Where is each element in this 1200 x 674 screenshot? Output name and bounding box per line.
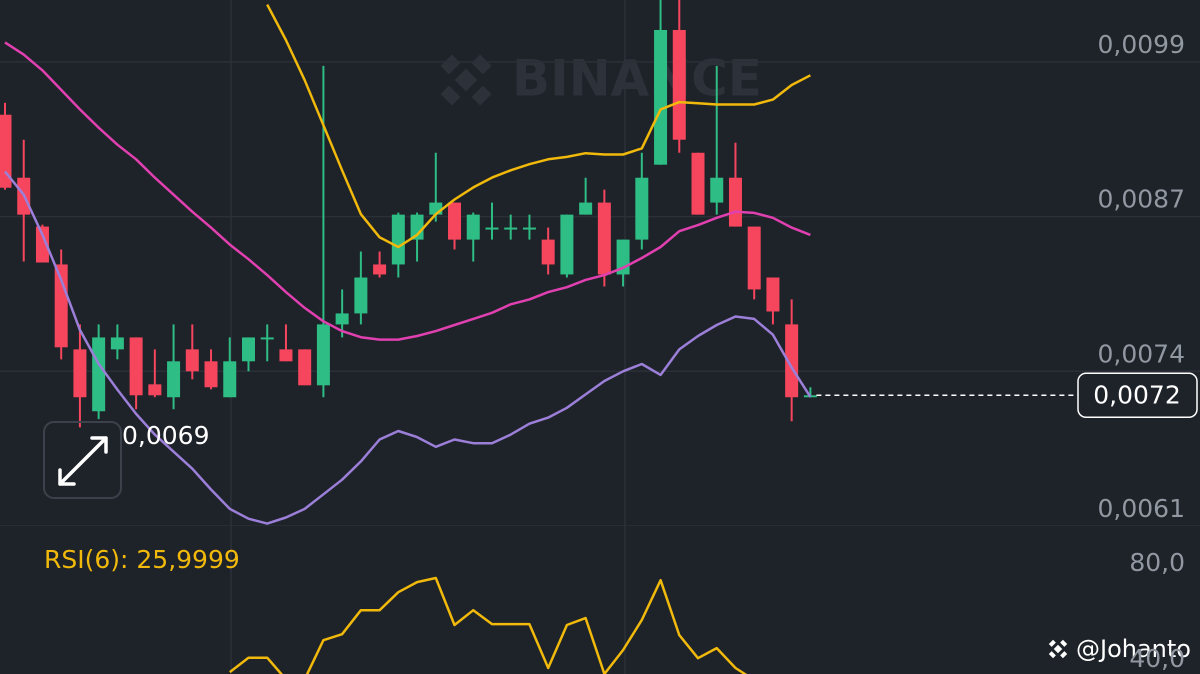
candle-body xyxy=(579,202,593,215)
candle-body xyxy=(167,361,181,398)
candle-body xyxy=(92,337,106,412)
candle-body xyxy=(466,214,480,240)
indicator-line xyxy=(229,576,748,674)
candle-body xyxy=(241,337,255,362)
candle-body xyxy=(260,337,274,340)
y-tick-label: 0,0087 xyxy=(1098,185,1185,214)
candle-body xyxy=(522,227,536,230)
price-pane xyxy=(0,0,1200,526)
candle-body xyxy=(785,324,799,398)
candle-body xyxy=(710,177,724,203)
candle-body xyxy=(560,214,574,275)
rsi-title: RSI(6): 25,9999 xyxy=(44,545,240,574)
candle-body xyxy=(204,361,218,388)
candle-body xyxy=(279,349,293,362)
credit-text: @Johanto xyxy=(1076,635,1191,663)
candle-body xyxy=(0,114,12,188)
candle-body xyxy=(448,202,462,240)
candle-body xyxy=(504,227,518,230)
y-tick-label: 0,0061 xyxy=(1098,494,1185,523)
y-tick-label: 40,0 xyxy=(1129,644,1185,673)
candle-body xyxy=(73,349,87,398)
candle-body xyxy=(485,227,499,230)
candle-body xyxy=(410,214,424,240)
watermark: BINANCE xyxy=(440,50,762,108)
y-tick-label: 0,0099 xyxy=(1098,30,1185,59)
candle-body xyxy=(298,349,312,386)
zoom-icon[interactable] xyxy=(58,436,108,486)
candle-body xyxy=(728,177,742,227)
candle-body xyxy=(672,29,686,140)
watermark-text: BINANCE xyxy=(512,50,762,108)
candle-body xyxy=(654,29,668,165)
candle-body xyxy=(110,337,124,350)
candle-body xyxy=(129,337,143,396)
candle-body xyxy=(691,152,705,215)
candle-body xyxy=(635,177,649,240)
indicator-line xyxy=(4,41,811,341)
candle-body xyxy=(597,202,611,275)
last-price-label: 0,0072 xyxy=(1093,380,1180,409)
candle-body xyxy=(766,277,780,312)
candle-body xyxy=(35,226,49,263)
zoom-button-frame[interactable] xyxy=(43,421,122,499)
zoom-button[interactable] xyxy=(43,421,122,499)
rsi-pane xyxy=(229,576,748,674)
indicator-line xyxy=(4,170,812,525)
price-axis: 0,0099 0,0087 0,0074 0,0061 xyxy=(1098,30,1185,523)
candle-body xyxy=(335,313,349,325)
last-price-box xyxy=(1077,372,1198,419)
candle-body xyxy=(354,277,368,314)
y-tick-label: 80,0 xyxy=(1129,548,1185,577)
indicator-line xyxy=(266,4,811,249)
low-price-label: 0,0069 xyxy=(122,421,209,450)
candle-body xyxy=(541,239,555,265)
candle-body xyxy=(148,384,162,396)
candle-body xyxy=(391,214,405,265)
candle-body xyxy=(316,324,330,386)
y-tick-label: 0,0074 xyxy=(1098,339,1185,368)
candle-body xyxy=(373,264,387,275)
credit: @Johanto xyxy=(1048,635,1191,663)
candle-body xyxy=(223,361,237,398)
candle-body xyxy=(185,349,199,372)
candle-body xyxy=(747,226,761,290)
